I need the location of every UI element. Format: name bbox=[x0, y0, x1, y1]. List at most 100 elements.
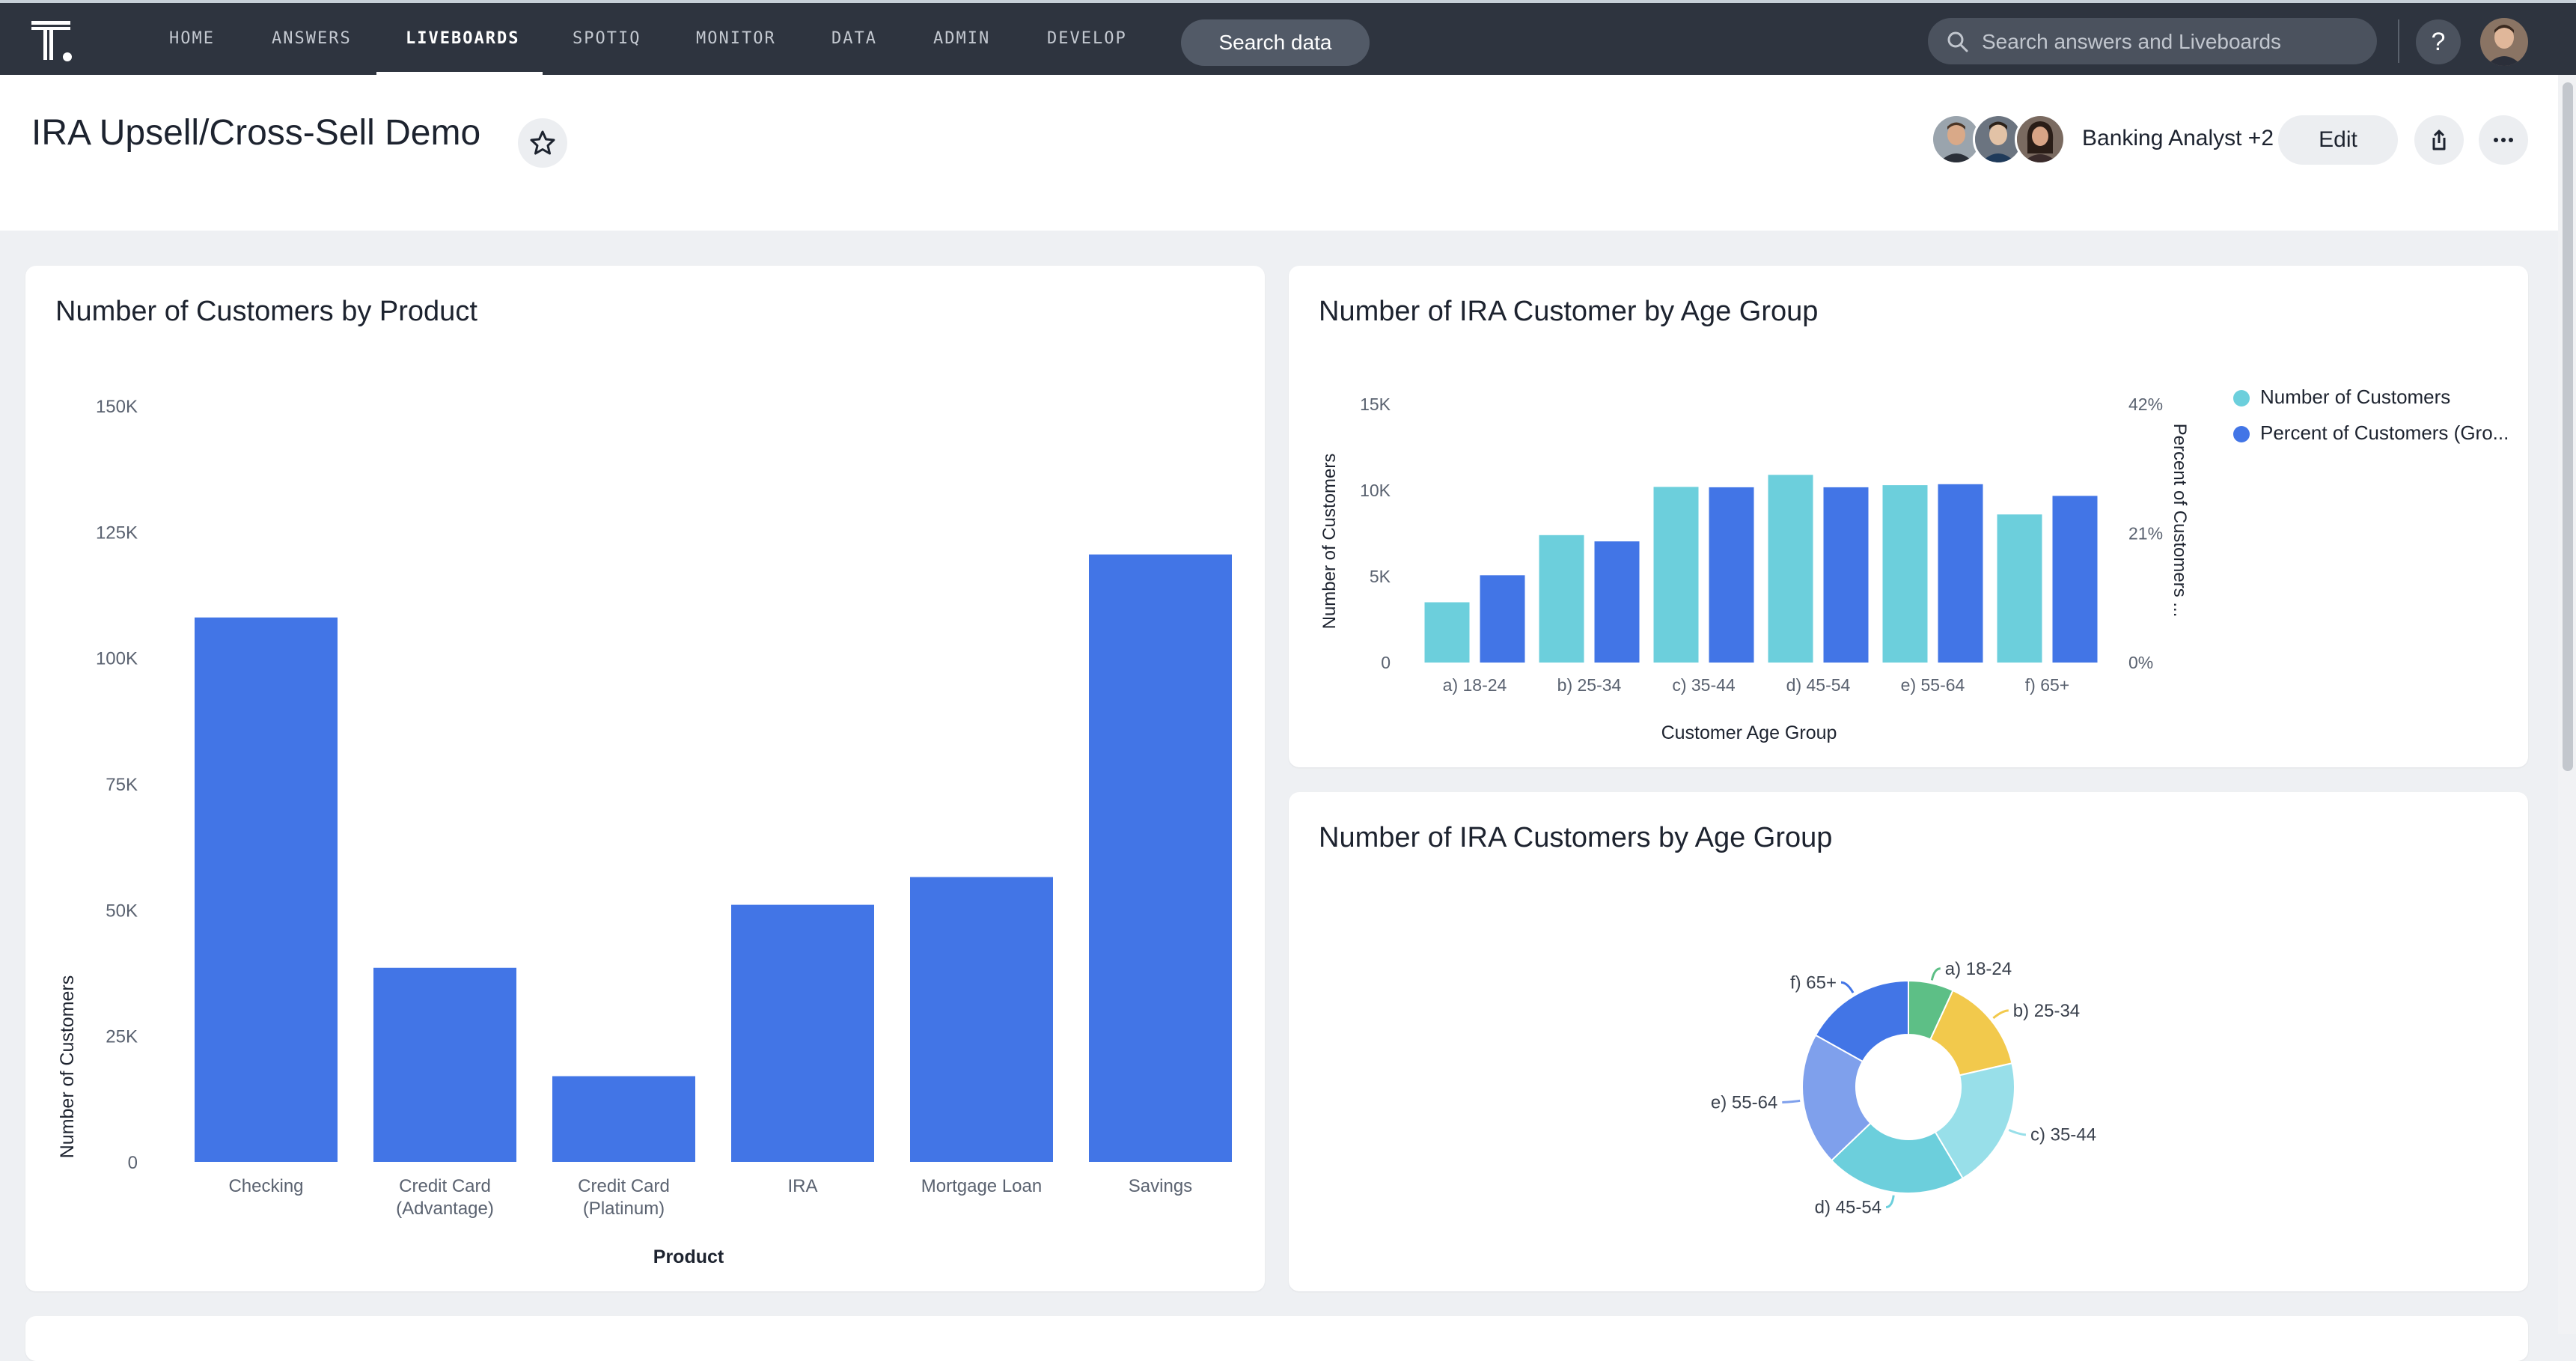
y-tick-label: 25K bbox=[106, 1027, 138, 1047]
donut-leader-line-1[interactable] bbox=[1992, 1009, 2009, 1020]
donut-leader-line-0[interactable] bbox=[1930, 967, 1941, 981]
share-button[interactable] bbox=[2414, 115, 2464, 165]
bar-percent-3[interactable] bbox=[1823, 487, 1869, 663]
edit-button[interactable]: Edit bbox=[2278, 115, 2398, 165]
active-tab-underline bbox=[376, 72, 543, 75]
bar-2[interactable] bbox=[552, 1076, 695, 1162]
collaborator-avatar[interactable] bbox=[2015, 114, 2066, 165]
global-search-box bbox=[1928, 18, 2377, 66]
y2-tick-label: 0% bbox=[2128, 653, 2153, 672]
scrollbar-thumb[interactable] bbox=[2563, 82, 2573, 771]
card-title: Number of IRA Customer by Age Group bbox=[1319, 296, 1819, 327]
donut-slice-5[interactable] bbox=[1814, 979, 1909, 1063]
bar-customers-2[interactable] bbox=[1653, 487, 1699, 663]
bar-percent-0[interactable] bbox=[1480, 575, 1525, 663]
nav-monitor[interactable]: MONITOR bbox=[696, 29, 776, 48]
y2-axis-label: Percent of Customers ... bbox=[2170, 424, 2190, 618]
nav-develop[interactable]: DEVELOP bbox=[1047, 29, 1127, 48]
nav-admin[interactable]: ADMIN bbox=[933, 29, 991, 48]
x-tick-label: Savings bbox=[1129, 1176, 1192, 1196]
bar-customers-5[interactable] bbox=[1997, 514, 2042, 663]
user-avatar[interactable] bbox=[2480, 18, 2528, 66]
y-tick-label: 75K bbox=[106, 775, 138, 795]
bar-percent-1[interactable] bbox=[1594, 541, 1640, 663]
bar-percent-4[interactable] bbox=[1938, 484, 1983, 663]
donut-label: c) 35-44 bbox=[2030, 1125, 2096, 1145]
viz-card-customers-by-product[interactable]: Number of Customers by Product 0 25K 50K 75… bbox=[25, 266, 1265, 1291]
x-tick-label: f) 65+ bbox=[2025, 675, 2069, 695]
nav-home[interactable]: HOME bbox=[169, 29, 215, 48]
favorite-button[interactable] bbox=[518, 118, 567, 168]
donut-slice-3[interactable] bbox=[1830, 1121, 1965, 1194]
bar-percent-2[interactable] bbox=[1709, 487, 1754, 663]
donut-leader-line-2[interactable] bbox=[2008, 1129, 2026, 1136]
y-tick-label: 100K bbox=[96, 649, 138, 669]
viz-card-ira-customer-by-age-group[interactable]: Number of IRA Customer by Age Group 0 5K 1… bbox=[1289, 266, 2528, 767]
search-icon bbox=[1947, 31, 1968, 52]
x-tick-label: Checking bbox=[228, 1176, 303, 1196]
legend-swatch bbox=[2233, 426, 2250, 442]
collaborators-label[interactable]: Banking Analyst +2 bbox=[2082, 126, 2274, 150]
donut-label: f) 65+ bbox=[1790, 972, 1837, 993]
star-icon bbox=[530, 130, 555, 155]
y2-tick-label: 21% bbox=[2128, 524, 2163, 544]
y-tick-label: 0 bbox=[1381, 653, 1391, 672]
bar-customers-3[interactable] bbox=[1768, 475, 1813, 663]
bar-chart-customers-by-product[interactable]: 0 25K 50K 75K 100K 125K 150K Checking Credit Ca… bbox=[25, 266, 1265, 1291]
y-axis-label: Number of Customers bbox=[1319, 454, 1340, 630]
bar-3[interactable] bbox=[731, 904, 874, 1162]
bar-customers-4[interactable] bbox=[1882, 485, 1928, 663]
y-tick-label: 15K bbox=[1360, 395, 1391, 414]
page-title: IRA Upsell/Cross-Sell Demo bbox=[31, 113, 481, 153]
x-tick-label: Credit Card (Platinum) bbox=[578, 1176, 670, 1219]
donut-label: d) 45-54 bbox=[1815, 1198, 1881, 1218]
y-tick-label: 0 bbox=[128, 1153, 138, 1173]
logo-icon[interactable] bbox=[31, 19, 78, 63]
search-data-button[interactable]: Search data bbox=[1181, 19, 1370, 66]
global-search-input[interactable] bbox=[1980, 18, 2365, 66]
liveboard-header: IRA Upsell/Cross-Sell Demo Banking Analy… bbox=[0, 75, 2558, 231]
legend-swatch bbox=[2233, 390, 2250, 407]
bar-customers-1[interactable] bbox=[1539, 535, 1584, 663]
nav-divider bbox=[2398, 19, 2399, 63]
card-title: Number of Customers by Product bbox=[55, 296, 477, 327]
x-tick-label: d) 45-54 bbox=[1786, 675, 1851, 695]
bar-5[interactable] bbox=[1089, 554, 1232, 1162]
x-tick-label: IRA bbox=[787, 1176, 817, 1196]
y-tick-label: 50K bbox=[106, 901, 138, 921]
donut-leader-line-4[interactable] bbox=[1782, 1099, 1801, 1103]
nav-answers[interactable]: ANSWERS bbox=[272, 29, 352, 48]
x-tick-label: b) 25-34 bbox=[1557, 675, 1622, 695]
bar-customers-0[interactable] bbox=[1424, 602, 1470, 663]
donut-slice-4[interactable] bbox=[1801, 1034, 1872, 1162]
donut-leader-line-3[interactable] bbox=[1885, 1195, 1895, 1209]
bar-chart-ira-by-age-group[interactable]: 0 5K 10K 15K 0% 21% 42% a) 18-24 b) 25-34 c) 35… bbox=[1289, 266, 2224, 767]
donut-chart-ira-by-age-group[interactable]: a) 18-24 b) 25-34 c) 35-44 d) 45-54 e) 55-64… bbox=[1289, 792, 2528, 1291]
nav-data[interactable]: DATA bbox=[831, 29, 877, 48]
y-tick-label: 125K bbox=[96, 523, 138, 543]
y-axis-label: Number of Customers bbox=[57, 975, 78, 1159]
more-icon bbox=[2494, 138, 2513, 142]
more-options-button[interactable] bbox=[2479, 115, 2528, 165]
collaborator-avatar[interactable] bbox=[1931, 114, 1982, 165]
x-tick-label: a) 18-24 bbox=[1443, 675, 1507, 695]
viz-card-ira-customers-by-age-group-donut[interactable]: Number of IRA Customers by Age Group a) … bbox=[1289, 792, 2528, 1291]
y-tick-label: 10K bbox=[1360, 481, 1391, 500]
x-tick-label: e) 55-64 bbox=[1901, 675, 1965, 695]
x-axis-label: Customer Age Group bbox=[1661, 722, 1837, 743]
bar-0[interactable] bbox=[195, 617, 338, 1162]
x-axis-label: Product bbox=[653, 1246, 724, 1267]
bar-4[interactable] bbox=[910, 877, 1053, 1162]
nav-spotiq[interactable]: SPOTIQ bbox=[573, 29, 641, 48]
collaborator-avatar[interactable] bbox=[1973, 114, 2024, 165]
bar-percent-5[interactable] bbox=[2052, 496, 2098, 663]
viz-card-next bbox=[25, 1316, 2528, 1361]
x-tick-label: Credit Card (Advantage) bbox=[396, 1176, 494, 1219]
nav-liveboards[interactable]: LIVEBOARDS bbox=[406, 29, 520, 48]
help-button[interactable]: ? bbox=[2416, 19, 2461, 64]
donut-label: e) 55-64 bbox=[1711, 1092, 1777, 1112]
bar-1[interactable] bbox=[373, 967, 516, 1162]
donut-leader-line-5[interactable] bbox=[1840, 981, 1855, 993]
donut-slice-2[interactable] bbox=[1934, 1062, 2015, 1180]
x-tick-label: Mortgage Loan bbox=[921, 1176, 1042, 1196]
